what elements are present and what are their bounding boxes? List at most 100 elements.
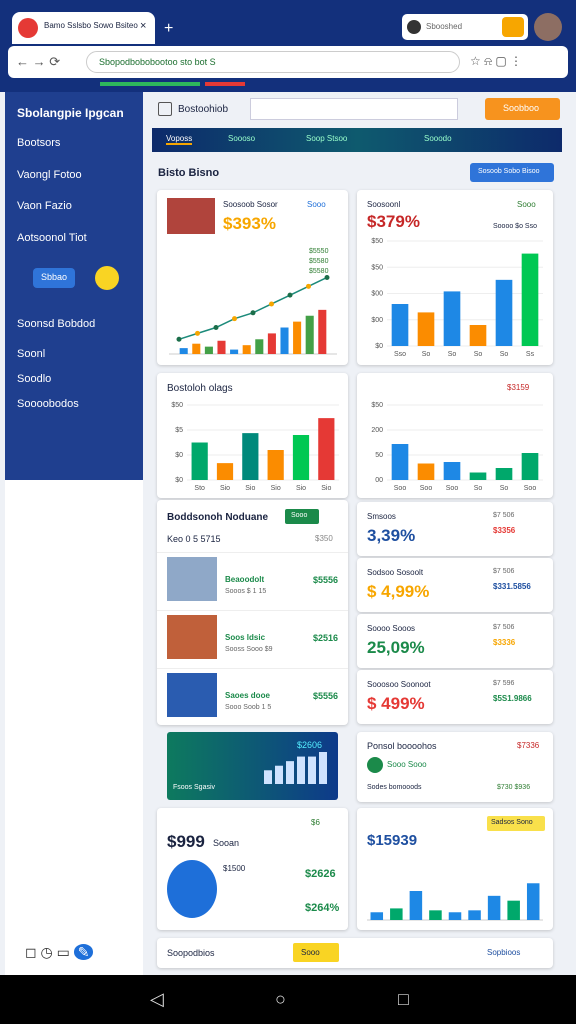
- tab[interactable]: Bamo Sslsbo Sowo Bsiteo ×: [12, 12, 155, 44]
- kpi-value: 25,09%: [367, 638, 425, 657]
- card-value: $393%: [223, 214, 276, 233]
- avatar[interactable]: [534, 13, 562, 41]
- x-label: So: [448, 351, 457, 358]
- list-item[interactable]: Soos ldsic Sooss Sooo $9 $2516: [157, 610, 348, 664]
- sidebar-item[interactable]: Vaongl Fotoo: [17, 169, 82, 181]
- bar: [179, 348, 188, 354]
- promo-title: Ponsol boooohos: [367, 741, 437, 751]
- sidebar-item[interactable]: Bootsors: [17, 137, 61, 149]
- x-label: Sio: [296, 485, 306, 492]
- line: [178, 276, 328, 341]
- note: $5550: [309, 248, 329, 255]
- sidebar-badge[interactable]: [95, 266, 119, 290]
- bar: [521, 453, 539, 480]
- header-title: Bostoohiob: [178, 104, 229, 115]
- tab-close[interactable]: ×: [140, 20, 147, 32]
- bar: [267, 333, 276, 354]
- new-tab[interactable]: +: [164, 20, 174, 37]
- bar: [292, 435, 310, 480]
- home-button[interactable]: ○: [275, 989, 286, 1009]
- sidebar-item[interactable]: Aotsoonol Tiot: [17, 232, 87, 244]
- item-image: [167, 673, 217, 717]
- promo-value: $7336: [517, 741, 540, 750]
- sidebar-link[interactable]: Soodlo: [17, 373, 52, 385]
- point: [306, 283, 311, 289]
- promo-sub2: Sodes bomooods: [367, 784, 422, 791]
- sidebar-button[interactable]: Sbbao: [33, 268, 75, 288]
- chart: [169, 274, 337, 355]
- address-bar[interactable]: Sbopodbobobootoo sto bot S: [86, 51, 460, 73]
- kpi-side: $7 506: [493, 568, 515, 575]
- sidebar-item[interactable]: Vaon Fazio: [17, 200, 72, 212]
- bar: [469, 472, 487, 480]
- item-title: Beaoodolt: [225, 575, 265, 584]
- kpi-side: $7 596: [493, 680, 515, 687]
- back-button[interactable]: ◁: [150, 989, 164, 1009]
- nav-tab[interactable]: Sooodo: [424, 134, 452, 143]
- bar: [305, 315, 314, 354]
- header-search[interactable]: [250, 98, 458, 120]
- search-box[interactable]: Sbooshed: [402, 14, 528, 40]
- footer-button[interactable]: Sooo: [293, 943, 339, 962]
- chart: [367, 883, 543, 921]
- bar: [469, 325, 487, 346]
- footer-bar: Soopodbios Sooo Sopbioos: [157, 938, 553, 968]
- banner-bar: [264, 770, 272, 784]
- recents-button[interactable]: □: [398, 989, 409, 1009]
- button-label: Sosoob Sobo Bisoo: [478, 168, 540, 175]
- bar: [429, 910, 442, 920]
- nav-arrows[interactable]: ← → ⟳: [16, 54, 61, 69]
- banner: $2606 Fsoos Sgasiv: [167, 732, 338, 800]
- bar: [318, 418, 335, 480]
- bar: [443, 462, 461, 480]
- sidebar-link[interactable]: Soonl: [17, 348, 46, 360]
- nav-tab[interactable]: Voposs: [166, 134, 193, 145]
- x-label: So: [500, 485, 509, 492]
- nav-tab[interactable]: Soop Stsoo: [306, 134, 348, 143]
- promo-side: $730 $936: [497, 784, 531, 791]
- bar: [293, 321, 302, 354]
- bar: [370, 912, 384, 920]
- search-icon: [407, 20, 421, 34]
- search-button[interactable]: [502, 17, 524, 37]
- bar: [391, 304, 409, 346]
- bar: [526, 883, 540, 920]
- kpi-card: Soooo Sooos 25,09% $7 506 $3336: [357, 614, 553, 668]
- list-button[interactable]: Sooo: [285, 509, 319, 524]
- card-value: $379%: [367, 212, 420, 231]
- bar: [507, 900, 520, 920]
- header-button[interactable]: Soobboo: [485, 98, 560, 120]
- x-label: So: [474, 485, 483, 492]
- card-title: Bostoloh olags: [167, 383, 233, 394]
- chart: $50 $50 $00 $00 $0 Sso So So So So Ss: [371, 238, 543, 358]
- note: $5580: [309, 258, 329, 265]
- button-label: Sooo: [291, 512, 308, 519]
- kpi-side: $7 506: [493, 624, 515, 631]
- chart: $50 200 50 00 Soo Soo Soo So So Soo: [371, 402, 543, 492]
- nav-tab[interactable]: Soooso: [228, 134, 256, 143]
- item-value: $5556: [313, 575, 339, 585]
- stat-value: $999: [167, 832, 205, 851]
- card-badge: Sooo: [307, 200, 326, 209]
- list-item[interactable]: Beaoodolt Sooos $ 1 15 $5556: [157, 552, 348, 606]
- toolbar-icons[interactable]: ☆ ⍾ ▢ ⋮: [470, 54, 523, 68]
- kpi-side: $7 506: [493, 512, 515, 519]
- point: [213, 325, 219, 331]
- sidebar: Sbolangpie Ipgcan Bootsors Vaongl Fotoo …: [5, 92, 143, 480]
- x-label: So: [500, 351, 509, 358]
- progress: [100, 82, 200, 86]
- y-label: $0: [175, 477, 183, 484]
- stat-label: Sooan: [213, 838, 240, 848]
- y-label: $5: [175, 427, 183, 434]
- sidebar-link[interactable]: Soonsd Bobdod: [17, 318, 96, 330]
- kpi-value: $ 499%: [367, 694, 425, 713]
- sidebar-icons[interactable]: ◻ ◷ ▭ ✎: [25, 944, 94, 961]
- item-image: [167, 615, 217, 659]
- sidebar-link[interactable]: Soooobodos: [17, 398, 79, 410]
- stat-card: $999 Sooan $6 $1500 $2626 $264%: [157, 808, 348, 930]
- page-button[interactable]: Sosoob Sobo Bisoo: [470, 163, 554, 182]
- list-item[interactable]: Saoes dooe Sooo Soob 1 5 $5556: [157, 668, 348, 722]
- x-label: Sio: [245, 485, 255, 492]
- kpi-label: Soooo Sooos: [367, 624, 416, 633]
- banner-value: $2606: [297, 740, 323, 750]
